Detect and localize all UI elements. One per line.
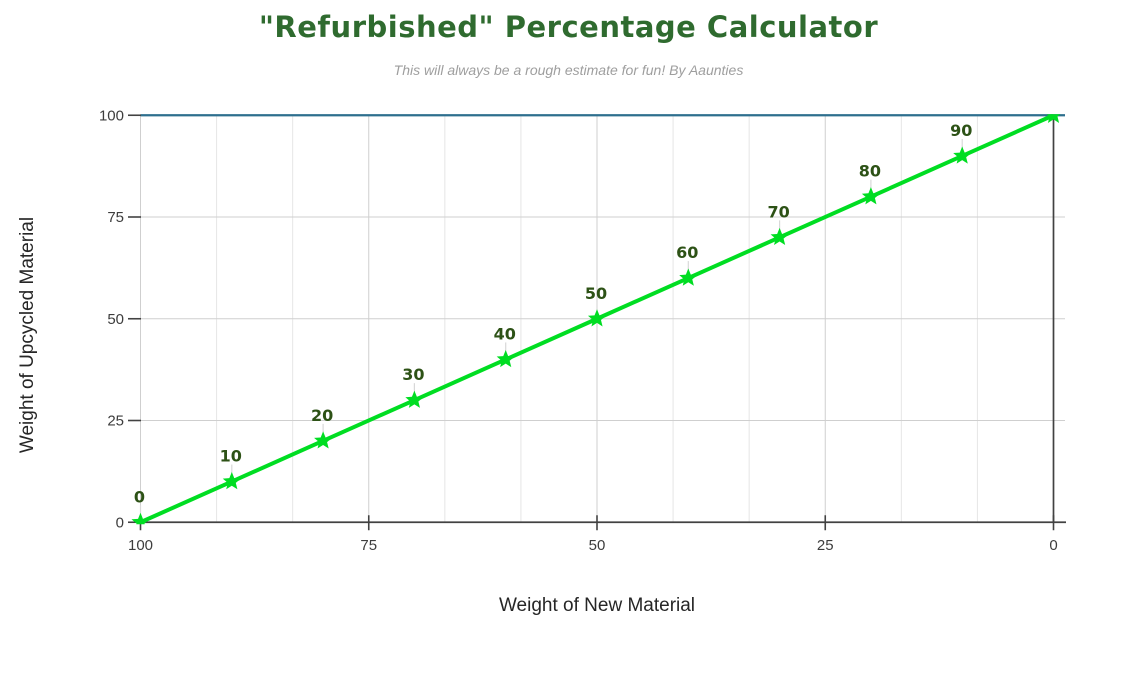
data-point-star: [770, 227, 789, 246]
data-point-label: 80: [859, 162, 881, 181]
y-tick-label: 0: [116, 514, 124, 531]
data-point-star: [496, 349, 515, 368]
x-tick-label: 100: [128, 537, 153, 554]
x-tick-label: 0: [1049, 537, 1057, 554]
x-tick-label: 25: [817, 537, 834, 554]
data-point-label: 70: [767, 202, 789, 221]
data-point-star: [314, 431, 333, 449]
x-axis-title: Weight of New Material: [498, 595, 696, 616]
data-point-label: 0: [134, 487, 145, 506]
data-point-label: 40: [494, 324, 516, 343]
data-point-star: [679, 268, 698, 286]
chart-title: "Refurbished" Percentage Calculator: [258, 10, 879, 44]
y-tick-label: 75: [107, 209, 124, 226]
data-point-star: [587, 309, 607, 327]
data-point-star: [861, 187, 880, 205]
data-point-label: 30: [402, 365, 424, 384]
data-point-star: [953, 146, 972, 164]
data-point-label: 20: [311, 406, 333, 425]
data-point-label: 90: [950, 121, 972, 140]
data-point-label: 10: [220, 447, 242, 466]
x-tick-label: 50: [589, 537, 606, 554]
data-point-label: 60: [676, 243, 698, 262]
data-point-star: [222, 472, 241, 490]
y-tick-label: 50: [107, 311, 124, 328]
data-point-star: [131, 512, 150, 525]
series-layer: [131, 114, 1061, 525]
data-point-label: 50: [585, 284, 607, 303]
chart-subtitle: This will always be a rough estimate for…: [393, 62, 744, 78]
data-point-star: [1046, 114, 1061, 123]
y-tick-label: 100: [99, 107, 124, 124]
y-tick-label: 25: [107, 413, 124, 430]
data-point-star: [405, 390, 424, 408]
x-tick-label: 75: [360, 537, 377, 554]
